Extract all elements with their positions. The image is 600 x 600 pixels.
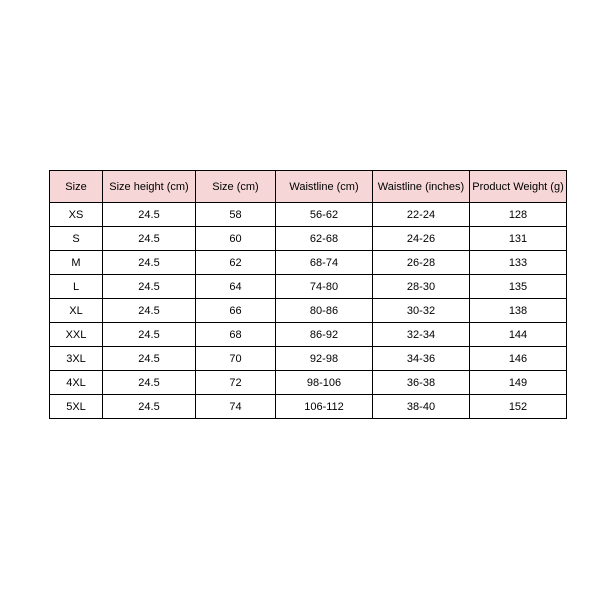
col-header: Size (50, 171, 103, 203)
table-row: XL24.56680-8630-32138 (50, 299, 567, 323)
table-cell: 24.5 (103, 323, 196, 347)
table-row: L24.56474-8028-30135 (50, 275, 567, 299)
table-cell: 24.5 (103, 347, 196, 371)
col-header: Waistline (cm) (276, 171, 373, 203)
table-row: 3XL24.57092-9834-36146 (50, 347, 567, 371)
table-cell: 152 (470, 395, 567, 419)
table-cell: 28-30 (373, 275, 470, 299)
table-cell: 34-36 (373, 347, 470, 371)
table-cell: 24.5 (103, 275, 196, 299)
table-row: 5XL24.574106-11238-40152 (50, 395, 567, 419)
table-cell: 66 (196, 299, 276, 323)
table-cell: XXL (50, 323, 103, 347)
table-cell: 80-86 (276, 299, 373, 323)
table-cell: 4XL (50, 371, 103, 395)
table-cell: 70 (196, 347, 276, 371)
table-cell: 38-40 (373, 395, 470, 419)
table-cell: 62 (196, 251, 276, 275)
table-row: 4XL24.57298-10636-38149 (50, 371, 567, 395)
table-cell: 131 (470, 227, 567, 251)
table-cell: 56-62 (276, 203, 373, 227)
table-cell: 60 (196, 227, 276, 251)
table-cell: M (50, 251, 103, 275)
table-cell: 106-112 (276, 395, 373, 419)
table-cell: 62-68 (276, 227, 373, 251)
table-cell: 133 (470, 251, 567, 275)
table-cell: 26-28 (373, 251, 470, 275)
size-chart-table: Size Size height (cm) Size (cm) Waistlin… (49, 170, 567, 419)
table-cell: 135 (470, 275, 567, 299)
table-cell: 32-34 (373, 323, 470, 347)
table-cell: 30-32 (373, 299, 470, 323)
table-cell: 68 (196, 323, 276, 347)
table-cell: 58 (196, 203, 276, 227)
col-header: Product Weight (g) (470, 171, 567, 203)
table-cell: 72 (196, 371, 276, 395)
table-cell: 3XL (50, 347, 103, 371)
table-cell: L (50, 275, 103, 299)
table-cell: 36-38 (373, 371, 470, 395)
table-cell: 5XL (50, 395, 103, 419)
table-cell: 146 (470, 347, 567, 371)
table-cell: XS (50, 203, 103, 227)
table-row: M24.56268-7426-28133 (50, 251, 567, 275)
table-cell: 74-80 (276, 275, 373, 299)
table-row: XXL24.56886-9232-34144 (50, 323, 567, 347)
table-cell: 92-98 (276, 347, 373, 371)
table-cell: 24.5 (103, 203, 196, 227)
table-cell: 149 (470, 371, 567, 395)
canvas: { "table": { "position": { "left": 49, "… (0, 0, 600, 600)
col-header: Size (cm) (196, 171, 276, 203)
table-cell: 24.5 (103, 251, 196, 275)
table-cell: 24.5 (103, 227, 196, 251)
table-cell: 138 (470, 299, 567, 323)
table-cell: 128 (470, 203, 567, 227)
table-cell: 22-24 (373, 203, 470, 227)
table-cell: 144 (470, 323, 567, 347)
table-header-row: Size Size height (cm) Size (cm) Waistlin… (50, 171, 567, 203)
col-header: Size height (cm) (103, 171, 196, 203)
table-body: XS24.55856-6222-24128S24.56062-6824-2613… (50, 203, 567, 419)
table-cell: S (50, 227, 103, 251)
table-cell: 24-26 (373, 227, 470, 251)
table-cell: 24.5 (103, 299, 196, 323)
table-row: S24.56062-6824-26131 (50, 227, 567, 251)
table-cell: 74 (196, 395, 276, 419)
table-cell: 24.5 (103, 371, 196, 395)
col-header: Waistline (inches) (373, 171, 470, 203)
table-cell: 68-74 (276, 251, 373, 275)
table-cell: 98-106 (276, 371, 373, 395)
table-cell: XL (50, 299, 103, 323)
table-cell: 86-92 (276, 323, 373, 347)
table-cell: 64 (196, 275, 276, 299)
table-cell: 24.5 (103, 395, 196, 419)
table-row: XS24.55856-6222-24128 (50, 203, 567, 227)
